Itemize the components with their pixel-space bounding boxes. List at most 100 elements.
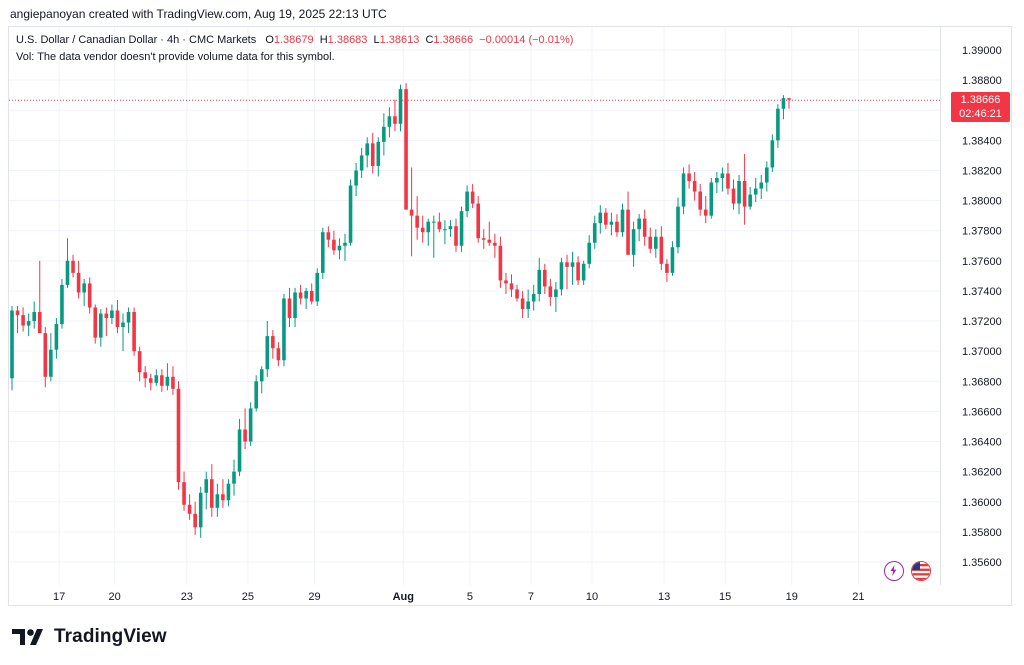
x-tick-label: 25 <box>242 591 254 603</box>
lightning-icon[interactable] <box>884 561 904 581</box>
candle-up <box>609 212 614 236</box>
x-tick-label: 5 <box>467 591 473 603</box>
candle-down <box>309 283 314 305</box>
candle-up <box>315 268 320 306</box>
candle-down <box>76 260 81 299</box>
candle-body <box>365 143 369 156</box>
candle-body <box>309 290 314 302</box>
candle-up <box>448 220 453 237</box>
candle-down <box>476 196 480 243</box>
candle-body <box>21 315 25 326</box>
candle-up <box>654 229 658 258</box>
candle-body <box>248 408 253 442</box>
candle-down <box>221 479 225 508</box>
candle-body <box>304 290 308 299</box>
chart-pane[interactable] <box>8 26 1012 606</box>
candle-up <box>465 185 469 218</box>
y-tick-label: 1.35800 <box>962 527 1002 539</box>
candle-body <box>581 263 586 281</box>
low-label: L <box>373 34 380 46</box>
symbol-title: U.S. Dollar / Canadian Dollar · 4h · CMC… <box>16 34 257 46</box>
candle-body <box>359 155 364 171</box>
candle-down <box>509 274 514 297</box>
candle-body <box>554 289 558 297</box>
candle-up <box>537 257 542 302</box>
candle-down <box>43 327 48 388</box>
candle-body <box>509 283 514 290</box>
candle-body <box>765 167 769 183</box>
candle-body <box>26 321 31 326</box>
candle-body <box>748 194 752 207</box>
candle-up <box>49 333 53 382</box>
candle-up <box>321 227 325 279</box>
x-tick-label: 17 <box>53 591 65 603</box>
candle-up <box>10 306 14 391</box>
candle-body <box>43 333 48 377</box>
candle-down <box>604 208 608 230</box>
candle-body <box>226 483 231 501</box>
x-tick-label: 20 <box>109 591 121 603</box>
candle-up <box>526 289 530 319</box>
candle-down <box>87 277 92 314</box>
candle-up <box>82 278 86 306</box>
candle-down <box>454 218 458 252</box>
candle-down <box>176 381 181 490</box>
candle-down <box>276 342 281 367</box>
candle-down <box>504 272 508 294</box>
candle-down <box>576 256 580 285</box>
candle-down <box>182 471 186 511</box>
candle-down <box>726 162 730 195</box>
candle-body <box>681 173 686 207</box>
candle-body <box>426 221 431 233</box>
y-tick-label: 1.37600 <box>962 256 1002 268</box>
candle-body <box>670 247 675 273</box>
low-value: 1.38613 <box>379 34 420 46</box>
candle-body <box>337 245 342 251</box>
candle-up <box>676 197 680 254</box>
candle-up <box>559 257 564 296</box>
candle-body <box>465 191 469 212</box>
candle-body <box>698 191 702 210</box>
x-tick-label: 21 <box>852 591 864 603</box>
candle-down <box>132 307 136 356</box>
candle-body <box>481 238 486 240</box>
candle-up <box>737 174 741 215</box>
candle-up <box>459 206 464 252</box>
candle-down <box>210 464 214 517</box>
tradingview-logo[interactable]: TradingView <box>12 626 167 648</box>
y-tick-label: 1.38000 <box>962 196 1002 208</box>
y-tick-label: 1.37400 <box>962 286 1002 298</box>
candle-body <box>642 218 647 237</box>
candle-body <box>576 262 580 281</box>
candle-up <box>248 402 253 447</box>
candle-body <box>215 494 220 508</box>
candle-up <box>753 178 758 203</box>
high-label: H <box>319 34 328 46</box>
candle-body <box>592 223 597 243</box>
candle-body <box>659 236 664 264</box>
candle-down <box>171 366 175 395</box>
candle-body <box>187 504 192 514</box>
candle-body <box>692 181 697 192</box>
candle-down <box>487 221 492 246</box>
us-flag-icon[interactable] <box>911 561 931 581</box>
y-tick-label: 1.38400 <box>962 135 1002 147</box>
candle-body <box>759 182 764 189</box>
candle-down <box>742 153 747 225</box>
candle-body <box>598 212 603 224</box>
candle-down <box>187 494 192 520</box>
candle-body <box>254 381 258 409</box>
candle-body <box>742 181 747 207</box>
candle-down <box>332 230 336 255</box>
candle-body <box>243 429 247 442</box>
y-tick-label: 1.36200 <box>962 467 1002 479</box>
candle-up <box>765 161 769 192</box>
candle-up <box>226 479 231 507</box>
last-price-tag: 1.38666 02:46:21 <box>951 92 1010 122</box>
candle-body <box>71 260 75 273</box>
candle-body <box>787 98 791 100</box>
close-label: C <box>425 34 434 46</box>
candle-body <box>259 369 264 382</box>
